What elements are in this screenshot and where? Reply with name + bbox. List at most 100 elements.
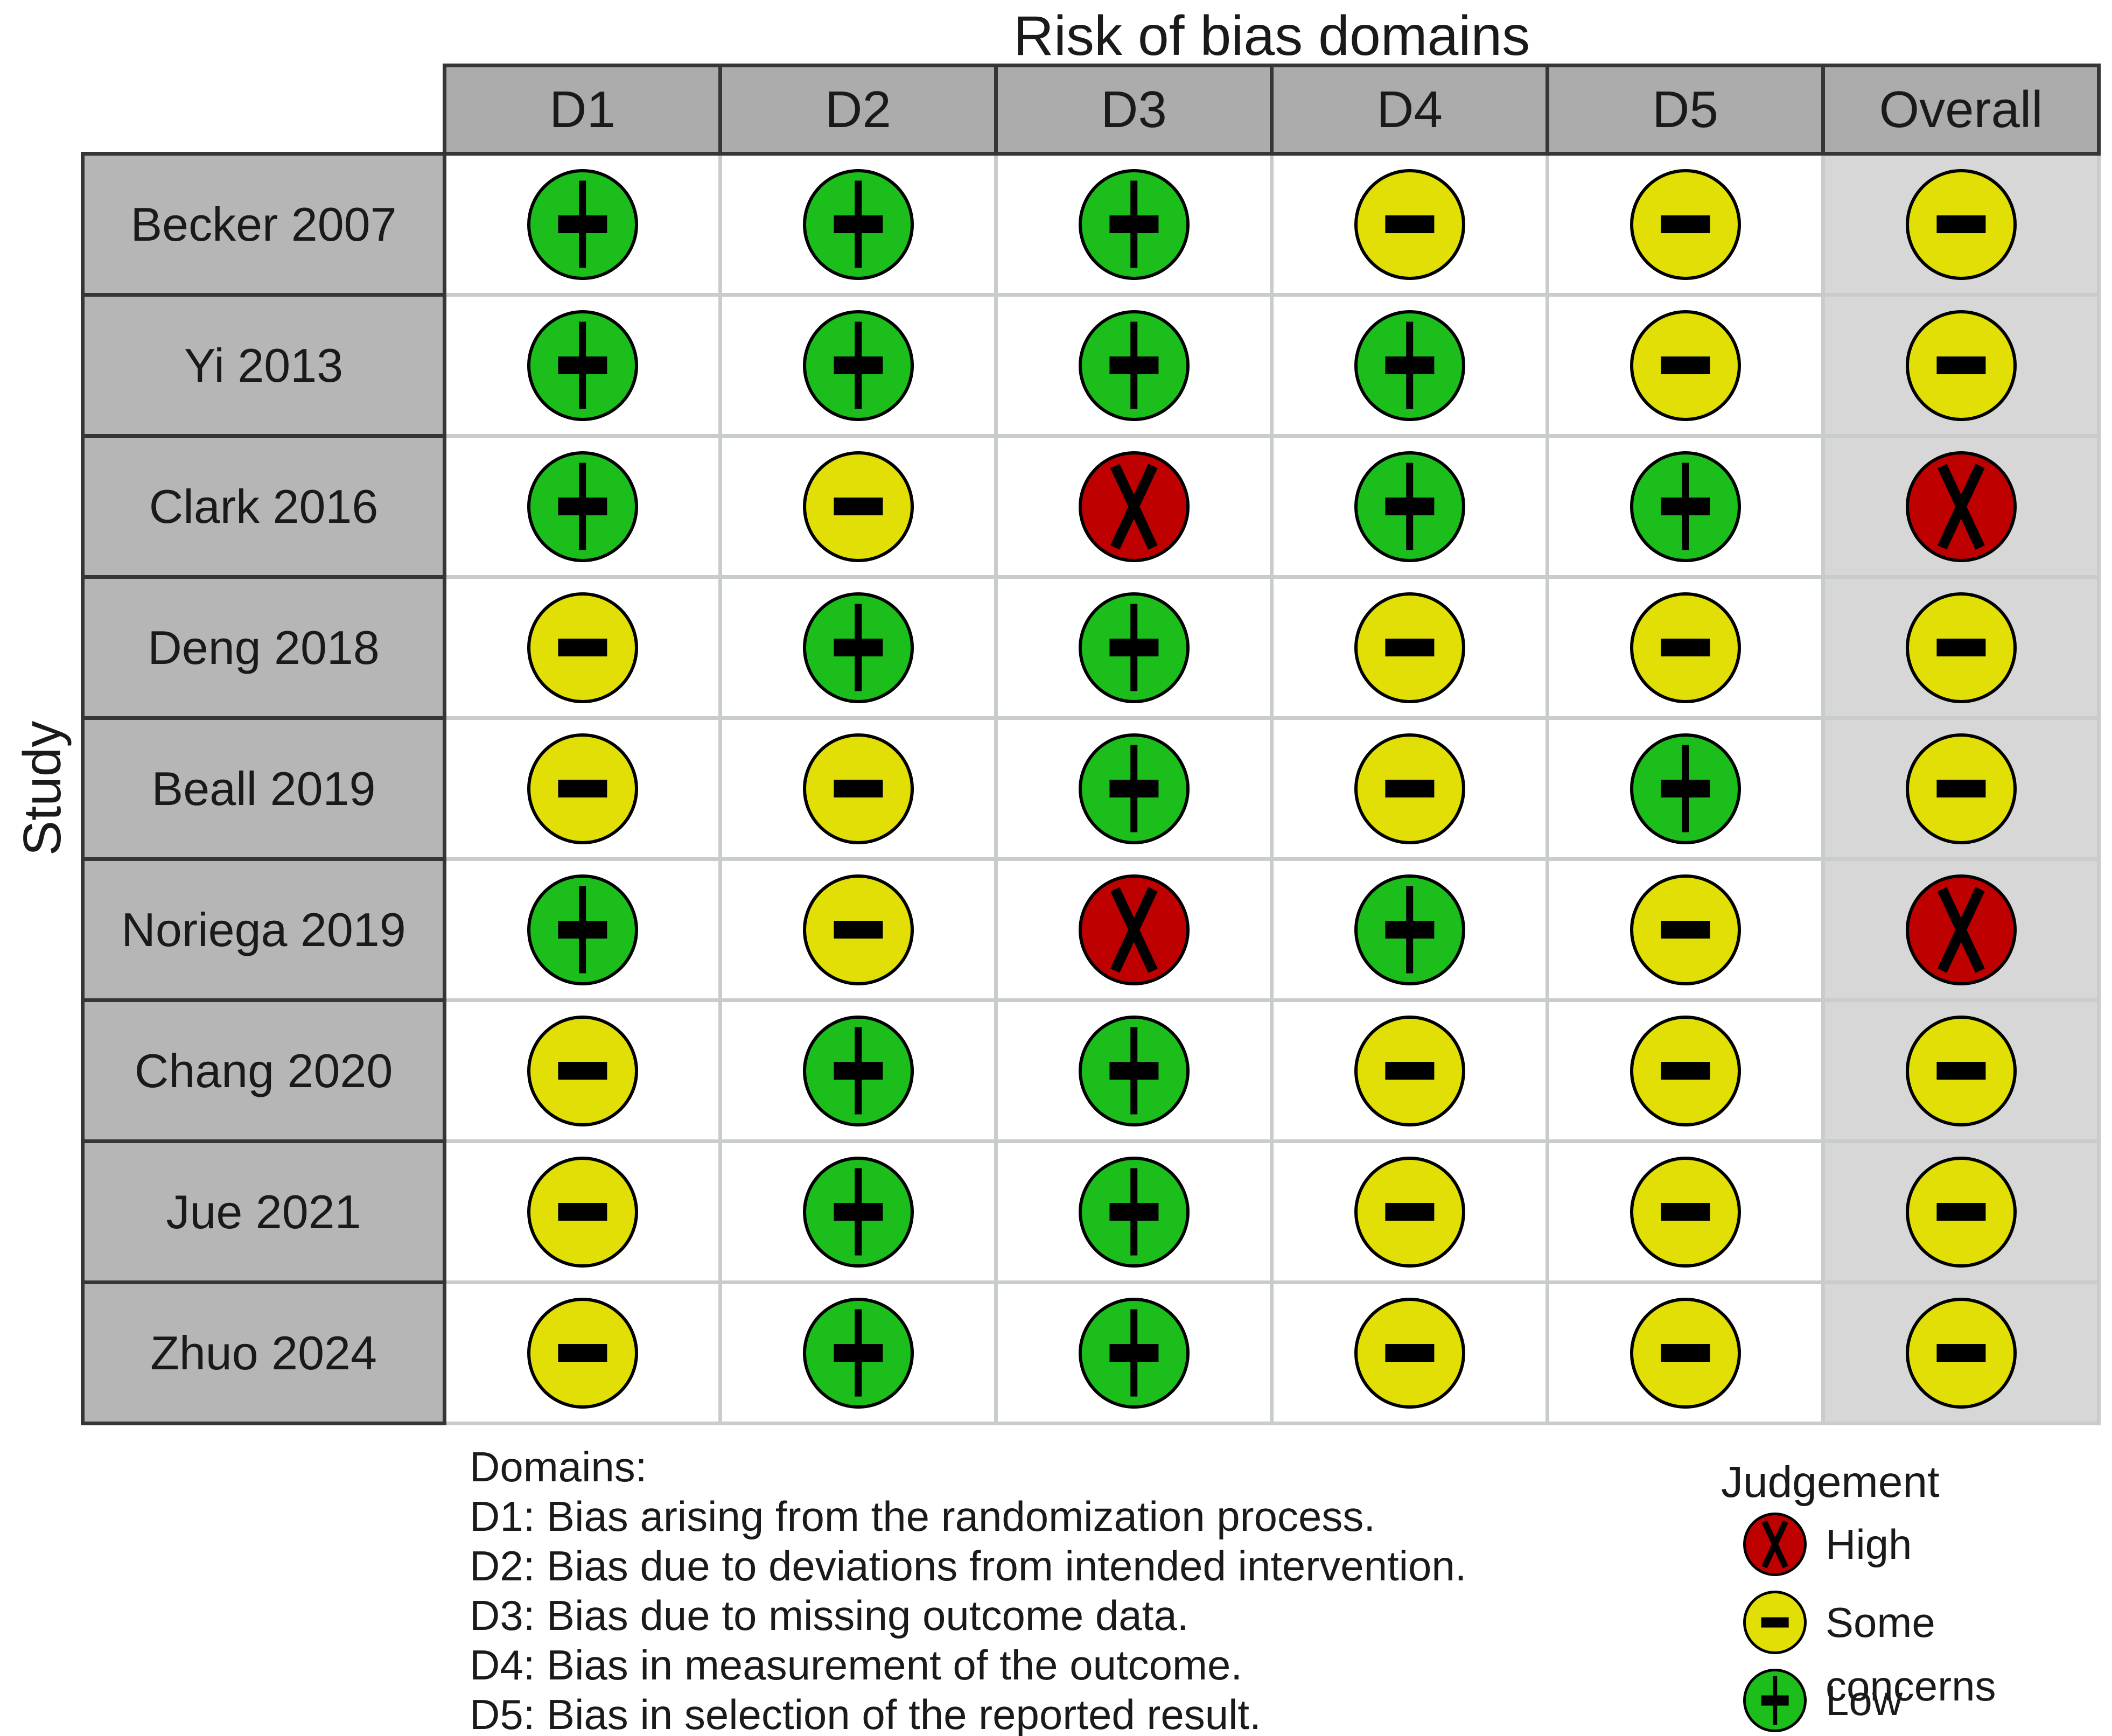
plus-icon (1109, 215, 1159, 234)
judgement-circle-clark-2016-d3 (1078, 451, 1190, 562)
judgement-circle-noriega-2019-d3 (1078, 874, 1190, 985)
minus-icon (1936, 215, 1986, 234)
judgement-circle-chang-2020-d5 (1630, 1015, 1741, 1126)
minus-icon (1660, 1061, 1710, 1080)
legend-label-high: High (1826, 1521, 1912, 1568)
judgement-circle-zhuo-2024-d1 (527, 1297, 638, 1409)
grid-line-vertical (2097, 156, 2101, 1425)
domain-description: D2: Bias due to deviations from intended… (470, 1542, 1467, 1590)
judgement-circle-beall-2019-d1 (527, 733, 638, 844)
plus-icon (1660, 497, 1710, 516)
judgement-circle-jue-2021-overall (1905, 1156, 2017, 1268)
grid-line-vertical (718, 156, 722, 1425)
minus-icon (1660, 215, 1710, 234)
row-label: Jue 2021 (81, 1139, 446, 1284)
row-label: Zhuo 2024 (81, 1280, 446, 1425)
plus-icon (833, 1061, 883, 1080)
plus-icon (833, 215, 883, 234)
domains-footnote: Domains: D1: Bias arising from the rando… (470, 1442, 1466, 1736)
judgement-circle-chang-2020-d3 (1078, 1015, 1190, 1126)
judgement-circle-zhuo-2024-d4 (1354, 1297, 1465, 1409)
judgement-circle-zhuo-2024-overall (1905, 1297, 2017, 1409)
judgement-circle-deng-2018-d5 (1630, 592, 1741, 703)
domains-heading: Domains: (470, 1443, 647, 1490)
column-header-d4: D4 (1270, 64, 1549, 156)
domain-description: D5: Bias in selection of the reported re… (470, 1691, 1261, 1736)
minus-icon (1384, 1202, 1435, 1221)
judgement-circle-deng-2018-d3 (1078, 592, 1190, 703)
judgement-circle-noriega-2019-d5 (1630, 874, 1741, 985)
plus-icon (557, 497, 607, 516)
judgement-circle-clark-2016-overall (1905, 451, 2017, 562)
judgement-circle-jue-2021-d5 (1630, 1156, 1741, 1268)
judgement-circle-beall-2019-d2 (802, 733, 914, 844)
grid-line-vertical (1545, 156, 1549, 1425)
minus-icon (833, 920, 883, 939)
judgement-circle-zhuo-2024-d3 (1078, 1297, 1190, 1409)
plus-icon (1109, 1343, 1159, 1362)
minus-icon (1660, 356, 1710, 375)
y-axis-label: Study (12, 720, 72, 856)
row-label: Yi 2013 (81, 293, 446, 438)
judgement-circle-chang-2020-d2 (802, 1015, 914, 1126)
grid-line-horizontal (443, 293, 2101, 297)
minus-icon (557, 779, 607, 798)
grid-line-horizontal (443, 434, 2101, 438)
row-label: Becker 2007 (81, 152, 446, 297)
plus-icon (557, 920, 607, 939)
judgement-circle-becker-2007-d3 (1078, 169, 1190, 280)
legend-title: Judgement (1721, 1458, 1940, 1507)
grid-line-horizontal (443, 1139, 2101, 1143)
grid-line-vertical (994, 156, 998, 1425)
judgement-circle-yi-2013-d5 (1630, 310, 1741, 421)
minus-icon (1384, 1061, 1435, 1080)
minus-icon (1761, 1617, 1789, 1628)
minus-icon (557, 1202, 607, 1221)
judgement-circle-deng-2018-overall (1905, 592, 2017, 703)
judgement-circle-noriega-2019-overall (1905, 874, 2017, 985)
row-label: Deng 2018 (81, 575, 446, 720)
judgement-circle-chang-2020-d1 (527, 1015, 638, 1126)
minus-icon (1384, 779, 1435, 798)
plus-icon (557, 215, 607, 234)
row-label: Beall 2019 (81, 716, 446, 861)
judgement-circle-jue-2021-d3 (1078, 1156, 1190, 1268)
grid-line-horizontal (443, 857, 2101, 861)
grid-line-horizontal (443, 998, 2101, 1002)
judgement-circle-deng-2018-d1 (527, 592, 638, 703)
judgement-circle-becker-2007-d4 (1354, 169, 1465, 280)
minus-icon (1384, 1343, 1435, 1362)
plus-icon (833, 1202, 883, 1221)
judgement-circle-yi-2013-d1 (527, 310, 638, 421)
minus-icon (1936, 1202, 1986, 1221)
judgement-circle-deng-2018-d4 (1354, 592, 1465, 703)
plus-icon (1660, 779, 1710, 798)
judgement-circle-yi-2013-d3 (1078, 310, 1190, 421)
grid-line-horizontal (443, 575, 2101, 579)
minus-icon (1384, 638, 1435, 657)
judgement-circle-yi-2013-d4 (1354, 310, 1465, 421)
minus-icon (1384, 215, 1435, 234)
judgement-circle-beall-2019-d3 (1078, 733, 1190, 844)
judgement-circle-jue-2021-d2 (802, 1156, 914, 1268)
judgement-circle-noriega-2019-d2 (802, 874, 914, 985)
legend-low-icon (1743, 1669, 1807, 1732)
plus-icon (1761, 1695, 1789, 1706)
minus-icon (1936, 356, 1986, 375)
domain-description: D1: Bias arising from the randomization … (470, 1493, 1376, 1540)
judgement-circle-zhuo-2024-d2 (802, 1297, 914, 1409)
column-header-d3: D3 (994, 64, 1274, 156)
plus-icon (1109, 779, 1159, 798)
plus-icon (1384, 920, 1435, 939)
chart-title: Risk of bias domains (1013, 5, 1530, 67)
domain-description: D3: Bias due to missing outcome data. (470, 1592, 1189, 1639)
column-header-overall: Overall (1821, 64, 2101, 156)
plus-icon (1384, 356, 1435, 375)
minus-icon (1660, 1343, 1710, 1362)
legend-label-some_concerns: Some concerns (1826, 1599, 1996, 1710)
plus-icon (557, 356, 607, 375)
minus-icon (557, 638, 607, 657)
judgement-circle-becker-2007-d5 (1630, 169, 1741, 280)
grid-line-vertical (1270, 156, 1274, 1425)
